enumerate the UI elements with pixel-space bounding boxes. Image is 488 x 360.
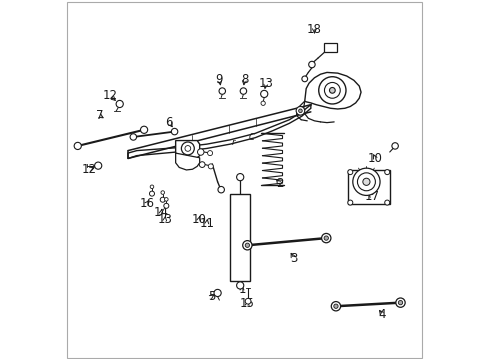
Circle shape [94, 162, 102, 169]
Bar [230, 194, 250, 281]
Text: 7: 7 [95, 109, 103, 122]
Circle shape [219, 88, 225, 94]
Circle shape [164, 198, 168, 201]
Circle shape [298, 109, 302, 113]
Circle shape [207, 150, 212, 156]
Polygon shape [175, 140, 199, 158]
Text: $\mathit{r}$: $\mathit{r}$ [230, 138, 236, 147]
Circle shape [308, 61, 314, 68]
Polygon shape [175, 153, 199, 170]
Circle shape [384, 170, 389, 175]
Text: 5: 5 [207, 290, 215, 303]
Circle shape [333, 304, 337, 309]
Circle shape [74, 142, 81, 149]
Text: 3: 3 [290, 252, 297, 265]
Text: 17: 17 [364, 190, 379, 203]
Circle shape [362, 178, 369, 185]
Circle shape [244, 243, 249, 247]
Text: 11: 11 [199, 216, 214, 230]
Circle shape [321, 233, 330, 243]
Text: 2: 2 [275, 177, 283, 190]
Text: 6: 6 [165, 116, 173, 129]
Circle shape [236, 174, 244, 181]
Text: 15: 15 [240, 297, 254, 310]
Bar [324, 43, 336, 51]
Circle shape [395, 298, 405, 307]
Text: 1: 1 [238, 283, 245, 296]
Circle shape [140, 126, 147, 134]
Circle shape [329, 87, 335, 93]
Text: $\mathit{C}$: $\mathit{C}$ [247, 131, 255, 143]
Circle shape [357, 173, 375, 191]
Circle shape [347, 200, 352, 205]
Circle shape [391, 143, 398, 149]
Text: 10: 10 [367, 152, 382, 165]
Text: 12: 12 [82, 163, 97, 176]
Circle shape [163, 203, 168, 208]
Circle shape [296, 107, 304, 115]
Circle shape [150, 185, 153, 189]
Circle shape [214, 289, 221, 297]
Text: 9: 9 [215, 73, 223, 86]
Circle shape [242, 240, 251, 250]
Bar [348, 170, 389, 204]
Circle shape [324, 82, 340, 98]
Text: 13: 13 [258, 77, 273, 90]
Circle shape [244, 298, 250, 304]
Circle shape [347, 170, 352, 175]
Circle shape [352, 168, 379, 195]
Text: 18: 18 [306, 23, 321, 36]
Circle shape [116, 100, 123, 108]
Circle shape [261, 101, 265, 105]
Text: 16: 16 [139, 197, 154, 210]
Circle shape [318, 77, 346, 104]
Polygon shape [128, 105, 310, 158]
Text: 13: 13 [157, 213, 172, 226]
Text: 14: 14 [154, 206, 168, 219]
Circle shape [160, 197, 165, 202]
Circle shape [181, 142, 194, 155]
Circle shape [260, 90, 267, 98]
Polygon shape [304, 72, 360, 109]
Circle shape [398, 301, 402, 305]
Text: 4: 4 [378, 308, 386, 321]
Circle shape [301, 76, 307, 82]
Circle shape [324, 236, 328, 240]
Text: 12: 12 [102, 89, 117, 102]
Circle shape [330, 302, 340, 311]
Circle shape [236, 282, 244, 289]
Circle shape [208, 164, 213, 169]
Circle shape [240, 88, 246, 94]
Circle shape [197, 149, 203, 155]
Circle shape [161, 191, 164, 194]
Circle shape [149, 191, 154, 196]
Circle shape [218, 186, 224, 193]
Text: 10: 10 [191, 213, 206, 226]
Circle shape [384, 200, 389, 205]
Circle shape [130, 134, 136, 140]
Text: 8: 8 [240, 73, 248, 86]
Circle shape [171, 129, 178, 135]
Circle shape [184, 145, 190, 151]
Circle shape [199, 162, 204, 167]
